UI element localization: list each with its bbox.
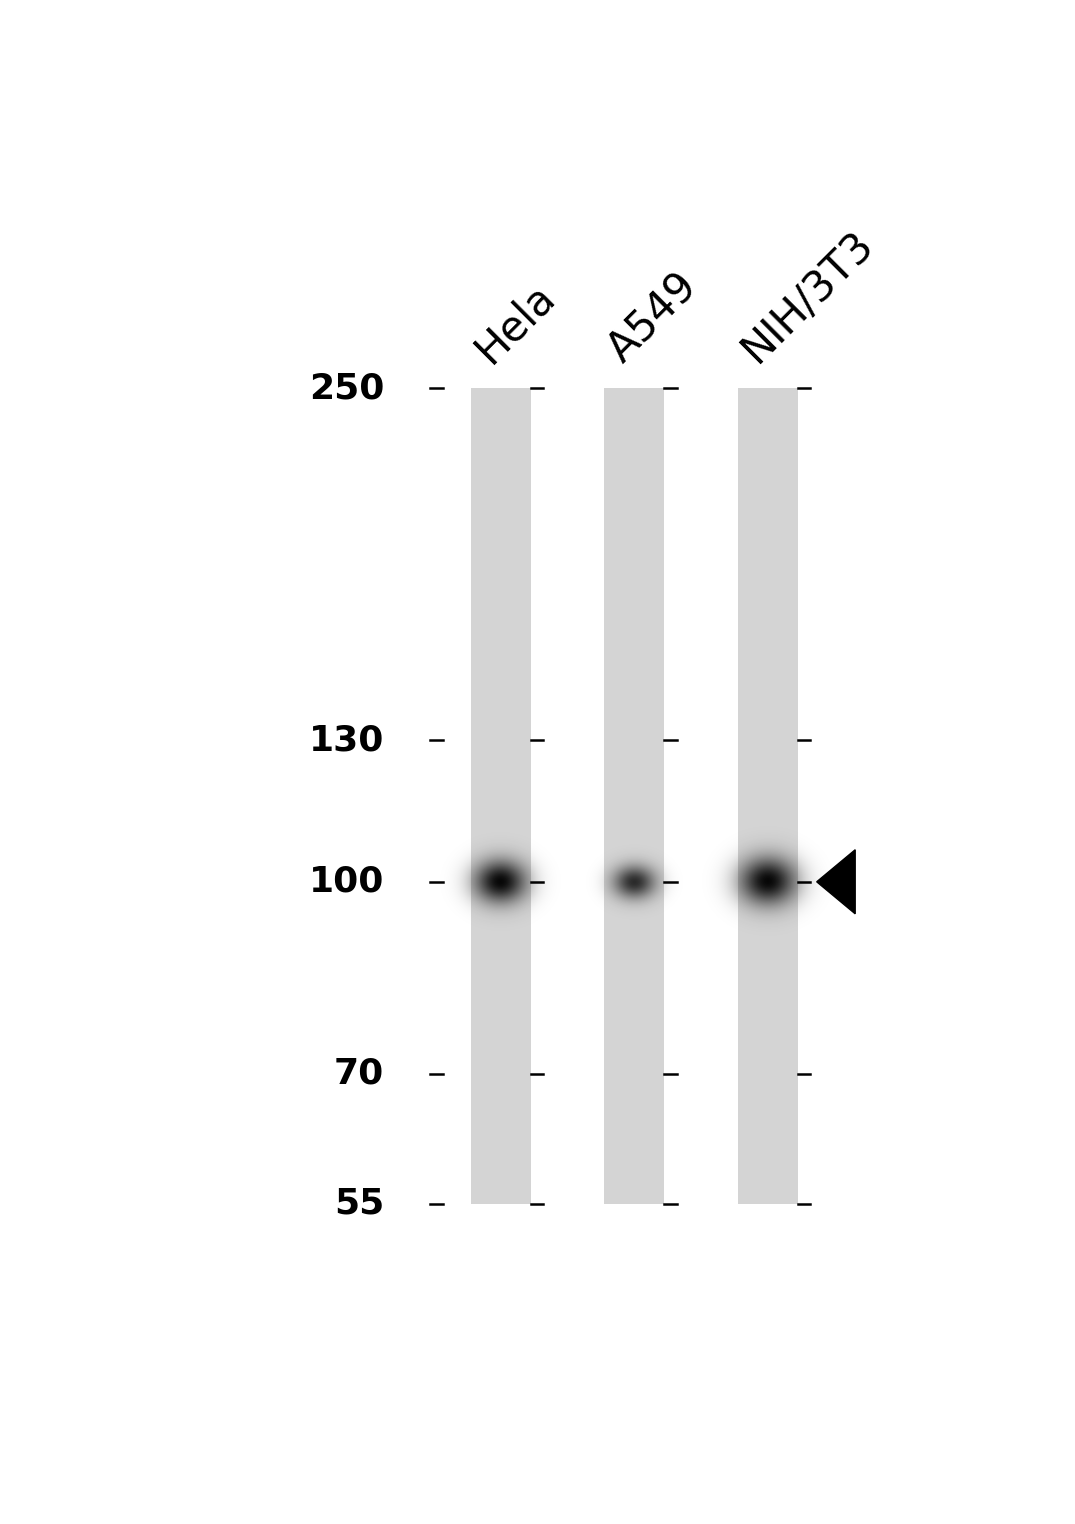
Text: 100: 100 [309,864,385,899]
Text: 70: 70 [334,1058,385,1091]
Text: A549: A549 [600,265,706,370]
Text: Hela: Hela [467,274,563,370]
Polygon shape [817,850,856,914]
Bar [737,389,798,1204]
Text: NIH/3T3: NIH/3T3 [733,223,882,370]
Bar [604,389,664,1204]
Text: 250: 250 [309,372,385,405]
Text: 55: 55 [334,1187,385,1221]
Text: 130: 130 [309,724,385,757]
Bar [471,389,531,1204]
